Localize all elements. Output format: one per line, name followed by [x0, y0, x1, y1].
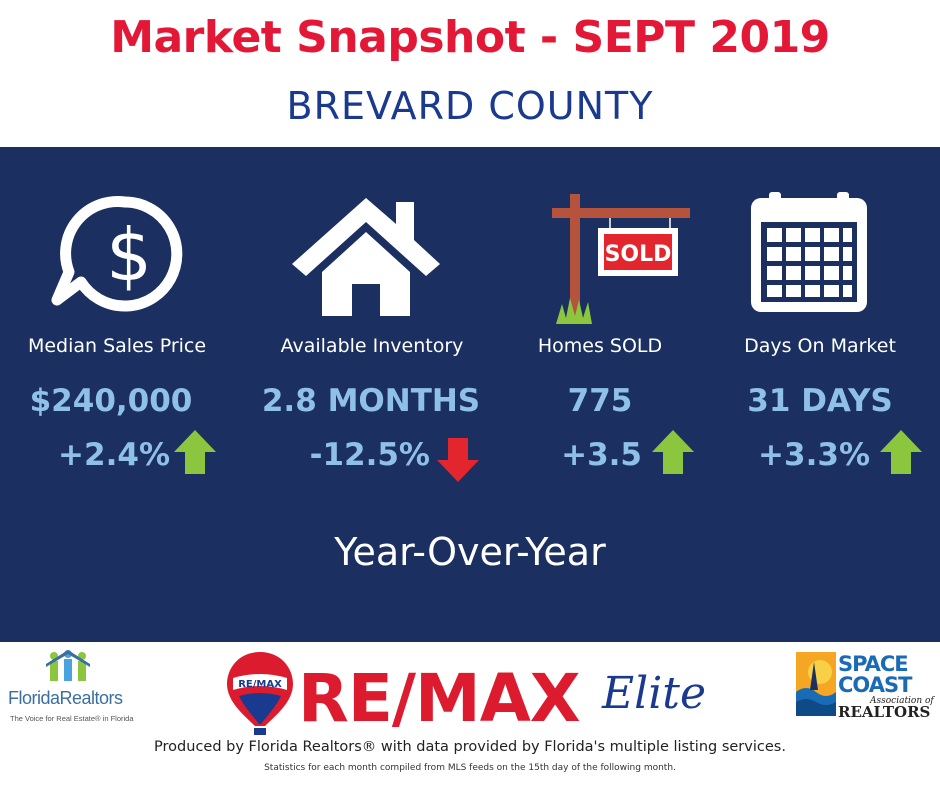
calendar-icon [751, 192, 867, 312]
sold-sign-text: SOLD [605, 242, 672, 267]
space-coast-logo-icon [796, 652, 836, 716]
arrow-up-icon [880, 430, 922, 474]
arrow-up-icon [652, 430, 694, 474]
stat-change-homes-sold: +3.5 [561, 437, 642, 473]
stat-value-inventory: 2.8 MONTHS [261, 383, 481, 419]
arrow-up-icon [174, 430, 216, 474]
stat-change-inventory: -12.5% [309, 437, 430, 473]
remax-wordmark: RE/MAX [298, 660, 581, 737]
stat-label-inventory: Available Inventory [280, 335, 464, 357]
stat-label-days-on-market: Days On Market [744, 335, 896, 357]
remax-elite-wordmark: Elite [602, 668, 706, 719]
stat-value-days-on-market: 31 DAYS [747, 383, 893, 419]
remax-balloon-text: RE/MAX [238, 679, 282, 690]
house-icon [292, 198, 440, 316]
comparison-label: Year-Over-Year [334, 530, 606, 574]
footer-note: Statistics for each month compiled from … [264, 763, 676, 773]
page-subtitle: BREVARD COUNTY [286, 84, 654, 128]
stat-label-median-price: Median Sales Price [27, 335, 207, 357]
stat-change-median-price: +2.4% [58, 437, 170, 473]
space-coast-line1: SPACE [838, 652, 909, 676]
space-coast-line3: Association of [870, 696, 934, 706]
stat-value-homes-sold: 775 [567, 383, 633, 419]
space-coast-line2: COAST [838, 673, 912, 697]
page-title: Market Snapshot - SEPT 2019 [110, 12, 830, 63]
dollar-chat-icon: $ [51, 195, 183, 312]
florida-realtors-tagline: The Voice for Real Estate® in Florida [10, 714, 134, 723]
footer-credit: Produced by Florida Realtors® with data … [154, 739, 786, 755]
florida-realtors-name: FloridaRealtors [8, 688, 123, 708]
stat-label-homes-sold: Homes SOLD [537, 335, 663, 357]
remax-balloon-icon: RE/MAX [227, 652, 293, 735]
arrow-down-icon [437, 438, 479, 482]
svg-text:$: $ [106, 213, 152, 297]
sold-sign-icon: SOLD [552, 194, 690, 324]
stat-change-days-on-market: +3.3% [758, 437, 870, 473]
stat-value-median-price: $240,000 [29, 383, 193, 419]
florida-realtors-logo-icon [46, 650, 90, 681]
space-coast-line4: REALTORS [838, 703, 931, 721]
